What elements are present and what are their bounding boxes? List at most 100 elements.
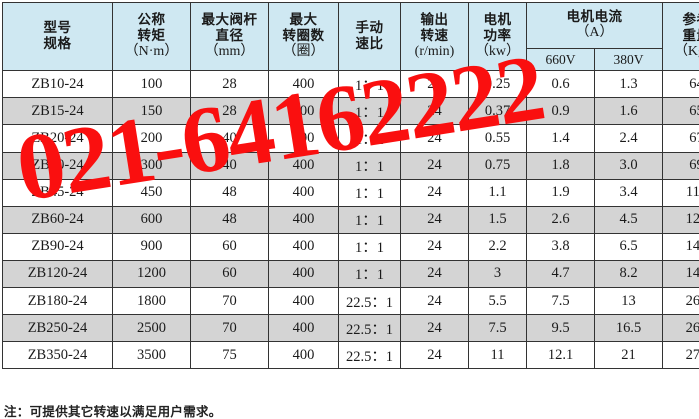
cell-current-660v: 0.9	[526, 97, 595, 126]
header-output-speed-unit: (r/min)	[414, 43, 455, 59]
header-row-sub: 660V 380V	[3, 47, 699, 72]
cell-motor-power: 0.75	[468, 151, 527, 180]
cell-current-660v: 12.1	[526, 341, 595, 370]
header-model-line1: 型号	[43, 20, 72, 37]
cell-model: ZB20-24	[2, 124, 113, 153]
cell-current-380v: 1.3	[594, 70, 663, 99]
cell-stem-diameter: 28	[190, 97, 269, 126]
header-weight: 参考 重量 （Kg）	[662, 1, 699, 72]
cell-motor-power: 5.5	[468, 286, 527, 316]
cell-motor-power: 3	[468, 259, 527, 289]
cell-model: ZB10-24	[2, 70, 113, 99]
header-output-speed-line1: 输出	[420, 12, 449, 29]
cell-output-speed: 24	[400, 205, 469, 234]
cell-motor-power: 1.1	[468, 178, 527, 207]
cell-current-660v: 2.6	[526, 205, 595, 234]
cell-stem-diameter: 60	[190, 232, 269, 261]
cell-output-speed: 24	[400, 151, 469, 180]
header-max-turns-line1: 最大	[289, 12, 318, 29]
cell-max-turns: 400	[268, 151, 339, 180]
cell-manual-ratio: 1：1	[338, 151, 401, 180]
cell-max-turns: 400	[268, 286, 339, 316]
header-motor-current-title: 电机电流	[566, 8, 623, 25]
cell-current-380v: 6.5	[594, 232, 663, 261]
header-motor-power-unit: （kw）	[474, 43, 521, 59]
cell-current-380v: 1.6	[594, 97, 663, 126]
cell-output-speed: 24	[400, 232, 469, 261]
table-body: ZB10-24100284001：1240.250.61.364ZB15-241…	[2, 70, 699, 370]
cell-output-speed: 24	[400, 286, 469, 316]
header-torque: 公称 转矩 （N·m）	[112, 1, 191, 72]
header-model-line2: 规格	[43, 35, 72, 52]
cell-manual-ratio: 1：1	[338, 205, 401, 234]
cell-max-turns: 400	[268, 178, 339, 207]
cell-model: ZB45-24	[2, 178, 113, 207]
cell-torque: 600	[112, 205, 191, 234]
cell-manual-ratio: 22.5：1	[338, 341, 401, 370]
cell-stem-diameter: 48	[190, 205, 269, 234]
cell-output-speed: 24	[400, 124, 469, 153]
cell-output-speed: 24	[400, 70, 469, 99]
cell-stem-diameter: 40	[190, 151, 269, 180]
cell-current-380v: 3.4	[594, 178, 663, 207]
header-motor-power-line1: 电机	[483, 12, 512, 29]
cell-torque: 150	[112, 97, 191, 126]
cell-stem-diameter: 70	[190, 314, 269, 343]
header-motor-power-line2: 功率	[483, 27, 512, 44]
header-current-380v: 380V	[594, 47, 663, 72]
header-weight-line2: 重量	[682, 27, 699, 44]
header-model: 型号 规格	[2, 1, 113, 72]
cell-max-turns: 400	[268, 259, 339, 289]
cell-current-660v: 7.5	[526, 286, 595, 316]
cell-model: ZB30-24	[2, 151, 113, 180]
cell-max-turns: 400	[268, 205, 339, 234]
cell-model: ZB15-24	[2, 97, 113, 126]
header-output-speed-line2: 转速	[420, 27, 449, 44]
cell-current-660v: 1.9	[526, 178, 595, 207]
header-torque-unit: （N·m）	[124, 43, 179, 59]
cell-motor-power: 0.37	[468, 97, 527, 126]
cell-stem-diameter: 70	[190, 286, 269, 316]
header-torque-line1: 公称	[137, 12, 166, 29]
cell-stem-diameter: 28	[190, 70, 269, 99]
cell-torque: 100	[112, 70, 191, 99]
cell-current-660v: 0.6	[526, 70, 595, 99]
header-motor-power: 电机 功率 （kw）	[468, 1, 527, 72]
cell-stem-diameter: 40	[190, 124, 269, 153]
cell-current-660v: 9.5	[526, 314, 595, 343]
cell-motor-power: 7.5	[468, 314, 527, 343]
cell-manual-ratio: 1：1	[338, 178, 401, 207]
footnote: 注：可提供其它转速以满足用户需求。	[4, 404, 222, 419]
header-manual-ratio-line1: 手动	[355, 20, 384, 37]
header-max-turns: 最大 转圈数 （圈）	[268, 1, 339, 72]
cell-weight: 64	[662, 70, 699, 99]
cell-output-speed: 24	[400, 259, 469, 289]
header-manual-ratio: 手动 速比	[338, 1, 401, 72]
header-current-660v: 660V	[526, 47, 595, 72]
cell-model: ZB180-24	[2, 286, 113, 316]
header-max-turns-line2: 转圈数	[282, 27, 325, 44]
cell-current-660v: 1.8	[526, 151, 595, 180]
header-row-main: 型号 规格 公称 转矩 （N·m） 最大阀杆 直径 （mm） 最大 转圈数 （圈…	[2, 1, 699, 72]
cell-torque: 450	[112, 178, 191, 207]
specification-table: 型号 规格 公称 转矩 （N·m） 最大阀杆 直径 （mm） 最大 转圈数 （圈…	[2, 1, 699, 370]
cell-output-speed: 24	[400, 341, 469, 370]
cell-manual-ratio: 1：1	[338, 259, 401, 289]
cell-current-380v: 16.5	[594, 314, 663, 343]
cell-manual-ratio: 22.5：1	[338, 314, 401, 343]
cell-weight: 144	[662, 232, 699, 261]
cell-weight: 67	[662, 124, 699, 153]
cell-current-660v: 3.8	[526, 232, 595, 261]
cell-motor-power: 11	[468, 341, 527, 370]
cell-manual-ratio: 22.5：1	[338, 286, 401, 316]
header-torque-line2: 转矩	[137, 27, 166, 44]
cell-current-660v: 1.4	[526, 124, 595, 153]
